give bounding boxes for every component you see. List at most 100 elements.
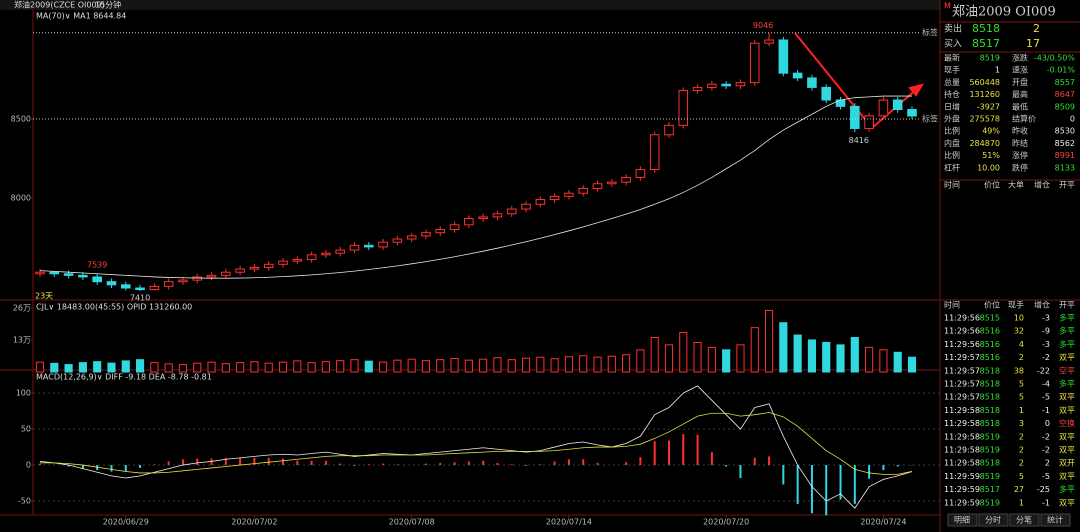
tick-cell: 27 xyxy=(1014,485,1024,494)
list-header: 现手 xyxy=(1008,300,1024,310)
tick-cell: -25 xyxy=(1037,485,1050,494)
tab[interactable] xyxy=(1040,513,1071,527)
quote-value: 1 xyxy=(995,66,1000,75)
list-header: 大单 xyxy=(1008,180,1024,190)
volume-bar xyxy=(207,361,216,373)
volume-bar xyxy=(293,360,302,373)
list-header: 开平 xyxy=(1059,301,1075,310)
x-tick-label: 2020/07/14 xyxy=(546,518,592,527)
volume-bar xyxy=(822,341,831,373)
quote-label: 最低 xyxy=(1012,101,1028,111)
tick-cell: 2 xyxy=(1019,353,1024,362)
quote-value: 0 xyxy=(1070,115,1075,124)
y-tick-label: 0 xyxy=(26,461,31,470)
local-high-label: 7539 xyxy=(87,260,107,269)
candle-body xyxy=(621,176,631,183)
candle-body xyxy=(892,99,903,111)
tick-cell: 2 xyxy=(1019,446,1024,455)
quote-value: 131260 xyxy=(969,90,1000,99)
panel-legend: MA(70)∨ MA1 8644.84 xyxy=(36,12,126,21)
candle-body xyxy=(578,187,589,194)
quote-label: 现手 xyxy=(944,65,960,75)
tab[interactable] xyxy=(978,513,1009,527)
candle-body xyxy=(850,105,860,129)
tick-cell: -2 xyxy=(1042,432,1050,441)
tick-cell: 5 xyxy=(1019,380,1024,389)
quote-label: 涨跌 xyxy=(1012,53,1028,63)
tick-cell: 8517 xyxy=(980,485,1000,494)
volume-bar xyxy=(221,363,230,373)
tick-cell: -2 xyxy=(1042,353,1050,362)
volume-bar xyxy=(321,361,330,373)
ma-line xyxy=(39,95,912,279)
candle-body xyxy=(749,42,760,84)
tab-label[interactable]: 统计 xyxy=(1047,515,1063,525)
tick-cell: 5 xyxy=(1019,472,1024,481)
tick-cell: 双平 xyxy=(1059,498,1075,507)
list-header: 价位 xyxy=(984,300,1000,310)
tick-cell: 多平 xyxy=(1059,379,1075,389)
mark: M xyxy=(944,2,951,11)
tick-cell: 1 xyxy=(1019,498,1024,507)
tick-cell: 双平 xyxy=(1059,432,1075,441)
quote-label: 昨结 xyxy=(1012,138,1028,148)
quote-value: 8647 xyxy=(1055,90,1075,99)
tick-cell: 多平 xyxy=(1059,313,1075,323)
volume-bar xyxy=(664,344,674,373)
tick-cell: 11:29:56 xyxy=(944,340,980,349)
tick-cell: 4 xyxy=(1019,340,1024,349)
tab-label[interactable]: 明细 xyxy=(954,515,970,525)
volume-bar xyxy=(764,309,774,373)
quote-label: 速涨 xyxy=(1012,65,1028,75)
tick-cell: 双开 xyxy=(1059,459,1075,468)
tick-cell: -3 xyxy=(1042,340,1050,349)
candle-body xyxy=(292,259,303,262)
tick-cell: 8518 xyxy=(980,380,1000,389)
volume-bar xyxy=(736,344,745,373)
tick-cell: 多平 xyxy=(1059,484,1075,494)
volume-bar xyxy=(622,354,631,373)
candle-body xyxy=(449,224,460,231)
tick-cell: 11:29:56 xyxy=(944,327,980,336)
candle-body xyxy=(206,274,217,278)
tick-cell: 11:29:59 xyxy=(944,472,980,481)
tick-cell: 1 xyxy=(1019,406,1024,415)
span-label: 23天 xyxy=(35,292,53,301)
quote-value: -43/0.50% xyxy=(1034,54,1076,63)
candle-body xyxy=(778,39,789,74)
tick-cell: 11:29:56 xyxy=(944,314,980,323)
candle-body xyxy=(635,169,646,178)
tab[interactable] xyxy=(947,513,978,527)
tick-cell: 11:29:57 xyxy=(944,393,980,402)
tick-cell: 8519 xyxy=(980,472,1000,481)
candle-body xyxy=(506,208,517,215)
candle-body xyxy=(521,203,531,210)
tick-cell: 8516 xyxy=(980,340,1000,349)
level-tag: 标签 xyxy=(922,113,938,123)
tab-label[interactable]: 分时 xyxy=(985,515,1001,525)
quote-label: 结算价 xyxy=(1012,114,1036,124)
tick-cell: 双平 xyxy=(1059,353,1075,362)
candle-body xyxy=(492,213,503,218)
tab-label[interactable]: 分笔 xyxy=(1016,515,1032,525)
tab[interactable] xyxy=(1009,513,1040,527)
quote-label: 外盘 xyxy=(944,114,960,124)
tick-cell: 11:29:58 xyxy=(944,446,980,455)
volume-bar xyxy=(507,359,516,373)
volume-bar xyxy=(679,332,688,373)
quote-value: 8530 xyxy=(1055,127,1075,136)
candle-body xyxy=(864,115,874,129)
volume-bar xyxy=(421,360,431,373)
candle-body xyxy=(178,279,188,283)
tick-cell: 2 xyxy=(1019,432,1024,441)
candle-body xyxy=(878,99,889,117)
quote-label: 杠杆 xyxy=(944,162,960,172)
quote-label: 内盘 xyxy=(944,138,960,148)
period[interactable]: 15分钟 xyxy=(95,0,121,10)
quote-label: 比例 xyxy=(944,150,960,160)
quote-value: -0.01% xyxy=(1047,66,1076,75)
candle-body xyxy=(378,241,388,248)
volume-bar xyxy=(850,337,859,373)
candle-body xyxy=(392,238,403,243)
